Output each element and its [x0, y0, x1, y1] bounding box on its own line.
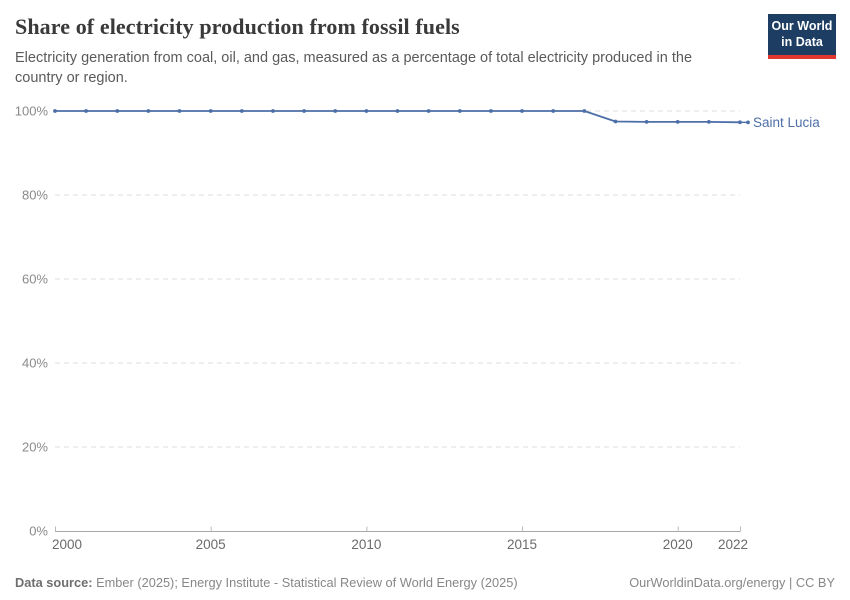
- series-end-label[interactable]: Saint Lucia: [753, 115, 820, 130]
- data-point[interactable]: [364, 109, 369, 113]
- x-axis-tick-label: 2010: [351, 537, 381, 552]
- data-source-text: Ember (2025); Energy Institute - Statist…: [92, 575, 518, 590]
- x-axis-tick-label: 2015: [507, 537, 537, 552]
- data-point[interactable]: [271, 109, 275, 113]
- data-point[interactable]: [208, 109, 213, 113]
- data-point[interactable]: [395, 109, 400, 113]
- data-point[interactable]: [582, 109, 587, 113]
- chart-subtitle: Electricity generation from coal, oil, a…: [15, 50, 693, 87]
- x-axis-tick-label: 2022: [718, 537, 748, 552]
- data-point[interactable]: [115, 109, 120, 113]
- y-axis-tick-label: 20%: [22, 440, 48, 455]
- data-point[interactable]: [644, 120, 649, 124]
- y-axis-tick-label: 80%: [22, 188, 48, 203]
- footer-license-link[interactable]: OurWorldinData.org/energy | CC BY: [629, 575, 835, 590]
- data-point[interactable]: [239, 109, 244, 113]
- line-chart[interactable]: 0% 20% 40% 60% 80% 100% 2000 2005 2010 2015 2020 20…: [0, 0, 850, 562]
- data-point[interactable]: [426, 109, 431, 113]
- data-point[interactable]: [520, 109, 524, 113]
- data-source: Data source: Ember (2025); Energy Instit…: [15, 575, 518, 590]
- data-point[interactable]: [146, 109, 151, 113]
- data-point[interactable]: [177, 109, 182, 113]
- owid-logo-line1: Our World: [771, 19, 833, 33]
- data-point[interactable]: [457, 109, 462, 113]
- data-point[interactable]: [551, 109, 556, 113]
- y-axis-tick-label: 0%: [29, 524, 48, 539]
- data-point[interactable]: [302, 109, 306, 113]
- data-point[interactable]: [675, 120, 680, 124]
- owid-logo[interactable]: Our World in Data: [768, 14, 836, 59]
- y-axis-tick-label: 60%: [22, 272, 48, 287]
- y-axis-tick-label: 40%: [22, 356, 48, 371]
- label-connector-dot: [746, 120, 750, 125]
- data-point[interactable]: [53, 109, 57, 113]
- owid-logo-line2: in Data: [781, 34, 823, 49]
- data-point[interactable]: [489, 109, 493, 113]
- data-point[interactable]: [738, 120, 742, 125]
- data-source-label: Data source:: [15, 575, 93, 590]
- chart-footer: Data source: Ember (2025); Energy Instit…: [15, 575, 835, 590]
- x-axis-tick-label: 2000: [52, 537, 82, 552]
- data-point[interactable]: [84, 109, 88, 113]
- data-point[interactable]: [333, 109, 338, 113]
- x-axis-tick-label: 2005: [196, 537, 226, 552]
- y-axis-tick-label: 100%: [15, 104, 49, 119]
- data-point[interactable]: [707, 120, 711, 124]
- x-axis-tick-label: 2020: [663, 537, 693, 552]
- data-point[interactable]: [613, 119, 618, 124]
- chart-header: Share of electricity production from fos…: [15, 14, 836, 88]
- chart-title: Share of electricity production from fos…: [15, 14, 460, 39]
